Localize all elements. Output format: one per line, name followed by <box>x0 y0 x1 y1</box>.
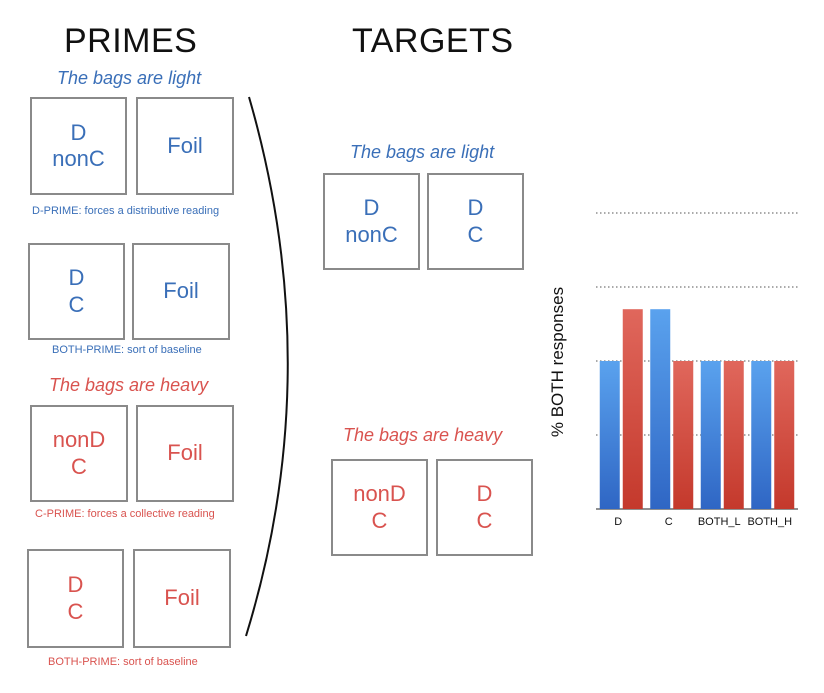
targets-heavy-sentence: The bags are heavy <box>343 425 503 445</box>
box-label: nonD C <box>353 481 406 533</box>
box-label: D nonC <box>52 119 105 171</box>
bar-c-blue <box>650 309 671 509</box>
target-heavy-box-2: D C <box>436 459 533 556</box>
box-label: D C <box>67 572 84 624</box>
x-tick-label: D <box>614 516 622 528</box>
bar-d-blue <box>599 361 620 509</box>
box-label: D nonC <box>345 195 398 247</box>
targets-light-sentence: The bags are light <box>350 142 495 162</box>
box-label: Foil <box>164 585 200 611</box>
target-light-box-2: D C <box>427 173 524 270</box>
c-prime-caption: C-PRIME: forces a collective reading <box>35 508 215 520</box>
primes-heading: PRIMES <box>64 22 198 60</box>
box-label: Foil <box>167 440 203 466</box>
c-prime-foil-box: Foil <box>136 405 234 502</box>
bar-both-l-blue <box>700 361 721 509</box>
x-tick-label: C <box>665 516 673 528</box>
both-prime-heavy-caption: BOTH-PRIME: sort of baseline <box>48 656 198 668</box>
d-prime-caption: D-PRIME: forces a distributive reading <box>32 205 220 217</box>
primes-light-sentence: The bags are light <box>57 68 202 88</box>
bar-both-h-red <box>774 361 795 509</box>
box-label: Foil <box>167 132 203 158</box>
box-label: nonD C <box>52 427 106 479</box>
both-prime-heavy-foil-box: Foil <box>133 549 231 648</box>
box-label: D C <box>476 481 493 533</box>
targets-heading: TARGETS <box>352 22 514 60</box>
x-tick-label: BOTH_H <box>747 516 792 528</box>
both-prime-heavy-target-box: D C <box>27 549 124 648</box>
x-tick-label: BOTH_L <box>698 516 741 528</box>
primes-heavy-sentence: The bags are heavy <box>49 375 209 395</box>
d-prime-foil-box: Foil <box>136 97 234 195</box>
bar-c-red <box>673 361 694 509</box>
bar-both-l-red <box>723 361 744 509</box>
y-axis-label: % BOTH responses <box>548 286 567 438</box>
both-prime-light-target-box: D C <box>28 243 125 340</box>
box-label: Foil <box>163 278 199 304</box>
box-label: D C <box>68 265 85 317</box>
target-heavy-box-1: nonD C <box>331 459 428 556</box>
d-prime-target-box: D nonC <box>30 97 127 195</box>
box-label: D C <box>467 195 484 247</box>
bar-d-red <box>622 309 643 509</box>
c-prime-target-box: nonD C <box>30 405 128 502</box>
both-prime-light-foil-box: Foil <box>132 243 230 340</box>
bracket-curve-path <box>245 96 289 637</box>
bar-both-h-blue <box>751 361 772 509</box>
both-prime-light-caption: BOTH-PRIME: sort of baseline <box>52 344 202 356</box>
target-light-box-1: D nonC <box>323 173 420 270</box>
